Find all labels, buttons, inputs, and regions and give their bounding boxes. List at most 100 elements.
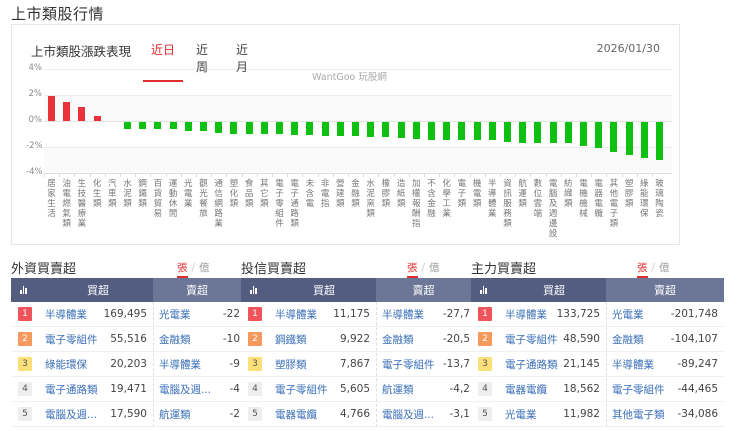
chart-bar[interactable] [78,107,86,121]
chart-bar[interactable] [336,122,344,136]
chart-bar[interactable] [412,122,420,139]
unit-hundred-million-toggle[interactable]: 億 [199,262,210,274]
tab-week[interactable]: 近周 [195,43,208,74]
sell-header: 賣超 [376,278,471,302]
chart-bar[interactable] [139,122,147,129]
chart-bar[interactable] [640,122,648,158]
unit-hundred-million-toggle[interactable]: 億 [429,262,440,274]
chart-bar[interactable] [367,122,375,137]
sell-sector-link[interactable]: 其他電子類 [612,408,665,421]
sell-sector-link[interactable]: 半導體業 [382,308,424,321]
buy-sector-link[interactable]: 電子零組件 [45,333,98,346]
chart-bar[interactable] [534,122,542,143]
chart-bar[interactable] [169,122,177,129]
x-axis-label: 玻璃陶瓷 [655,179,664,219]
buy-sector-link[interactable]: 電器電纜 [275,408,317,421]
bar-chart-icon[interactable] [20,286,28,294]
sell-sector-link[interactable]: 航運類 [159,408,191,421]
chart-bar[interactable] [154,122,162,129]
buy-sector-link[interactable]: 半導體業 [275,308,317,321]
sell-sector-link[interactable]: 光電業 [612,308,644,321]
chart-bar[interactable] [260,122,268,135]
x-tick [104,174,106,177]
buy-sector-link[interactable]: 電子零組件 [275,383,328,396]
sell-sector-link[interactable]: 金融類 [612,333,644,346]
chart-bar[interactable] [519,122,527,143]
buy-sector-link[interactable]: 半導體業 [45,308,87,321]
buy-sector-link[interactable]: 光電業 [505,408,537,421]
chart-bar[interactable] [549,122,557,144]
chart-bar[interactable] [580,122,587,147]
chart-bar[interactable] [200,122,207,132]
unit-hundred-million-toggle[interactable]: 億 [659,262,670,274]
buy-sector-link[interactable]: 電子零組件 [505,333,558,346]
x-tick [211,174,213,177]
chart-bar[interactable] [48,95,55,121]
table-row: 2 電子零組件 48,590 金融類 -104,107 [471,327,724,352]
unit-lots-toggle[interactable]: 張 [637,262,648,278]
y-tick: -2% [26,141,43,151]
buy-sector-link[interactable]: 綠能環保 [45,358,87,371]
sell-sector-link[interactable]: 半導體業 [612,358,654,371]
buy-sector-link[interactable]: 鋼鐵類 [275,333,307,346]
chart-bar[interactable] [443,122,451,140]
rank-badge: 4 [478,382,492,396]
buy-sector-link[interactable]: 電器電纜 [505,383,547,396]
chart-bar[interactable] [93,115,101,121]
sell-sector-link[interactable]: 金融類 [382,333,414,346]
bar-chart-icon[interactable] [480,286,488,294]
x-tick [150,174,152,177]
buy-sector-link[interactable]: 電子通路類 [45,383,98,396]
buy-header-label: 買超 [87,284,109,297]
chart-bar[interactable] [184,122,192,132]
chart-bar[interactable] [291,122,299,135]
chart-bar[interactable] [473,122,481,141]
table-row: 1 半導體業 11,175 半導體業 -27,7 [241,302,471,327]
buy-sector-link[interactable]: 半導體業 [505,308,547,321]
sell-sector-link[interactable]: 電腦及週... [382,408,435,421]
unit-lots-toggle[interactable]: 張 [407,262,418,278]
chart-bar[interactable] [321,122,329,136]
sell-sector-link[interactable]: 航運類 [382,383,414,396]
sell-sector-link[interactable]: 電子零組件 [382,358,435,371]
chart-bar[interactable] [124,122,131,129]
buy-value: 133,725 [556,308,600,320]
x-axis-label: 通信網路業 [214,179,223,229]
x-axis-label: 鋼鐵類 [138,179,147,209]
chart-bar[interactable] [397,122,405,138]
period-tabs: 近日 近周 近月 [143,38,271,82]
chart-bar[interactable] [610,122,618,152]
chart-bar[interactable] [245,122,253,135]
chart-bar[interactable] [625,122,633,156]
buy-value: 48,590 [563,333,600,345]
chart-bar[interactable] [428,122,435,140]
sell-sector-link[interactable]: 半導體業 [159,358,201,371]
chart-bar[interactable] [595,122,603,148]
tab-month[interactable]: 近月 [235,43,248,74]
sell-sector-link[interactable]: 金融類 [159,333,191,346]
x-axis-label: 其它類 [260,179,269,209]
chart-bar[interactable] [382,122,390,137]
chart-bar[interactable] [352,122,359,137]
buy-sector-link[interactable]: 塑膠類 [275,358,307,371]
chart-bar[interactable] [63,101,71,121]
chart-bar[interactable] [276,122,283,135]
buy-sector-link[interactable]: 電子通路類 [505,358,558,371]
sell-sector-link[interactable]: 電子零組件 [612,383,665,396]
chart-bar[interactable] [230,122,238,134]
chart-bar[interactable] [306,122,314,135]
tab-day[interactable]: 近日 [143,38,183,82]
chart-bar[interactable] [564,122,572,144]
chart-bar[interactable] [215,122,223,134]
chart-bar[interactable] [656,122,663,160]
buy-sector-link[interactable]: 電腦及週... [45,408,98,421]
table-row: 4 電子通路類 19,471 電腦及週... -4 [11,377,241,402]
unit-lots-toggle[interactable]: 張 [177,262,188,278]
sell-sector-link[interactable]: 電腦及週... [159,383,212,396]
sell-sector-link[interactable]: 光電業 [159,308,191,321]
x-axis-label: 水泥類 [123,179,132,209]
chart-bar[interactable] [458,122,466,141]
bar-chart-icon[interactable] [250,286,258,294]
chart-bar[interactable] [504,122,511,142]
chart-bar[interactable] [488,122,496,141]
